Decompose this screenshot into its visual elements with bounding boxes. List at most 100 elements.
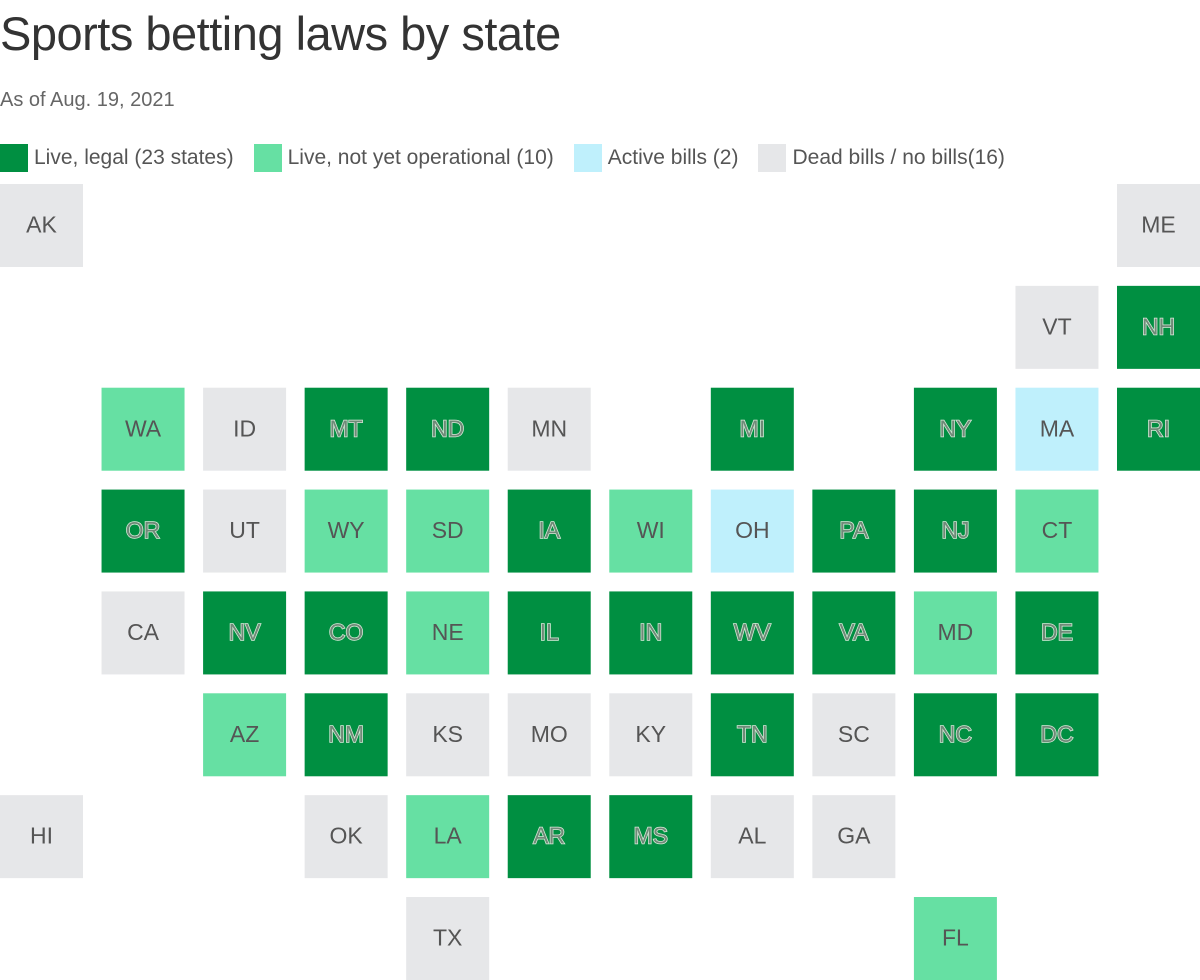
state-label: MT <box>330 415 363 441</box>
state-label: AL <box>738 823 766 849</box>
legend-swatch <box>758 144 787 172</box>
state-label: ND <box>431 415 464 441</box>
state-label: MO <box>531 721 568 747</box>
legend-label: Active bills (2) <box>607 146 739 169</box>
state-tile <box>406 897 490 980</box>
state-tile <box>812 693 896 777</box>
state-label: AZ <box>230 721 259 747</box>
state-tile <box>913 897 997 980</box>
state-label: PA <box>839 517 869 543</box>
state-tile <box>304 795 388 879</box>
state-tile <box>304 591 388 675</box>
state-tile <box>812 795 896 879</box>
subtitle: As of Aug. 19, 2021 <box>0 89 175 111</box>
state-label: DE <box>1041 619 1073 645</box>
state-label: GA <box>837 823 871 849</box>
legend-item: Live, legal (23 states) <box>0 144 234 172</box>
state-tile <box>406 387 490 471</box>
state-tile <box>609 795 693 879</box>
legend-label: Live, not yet operational (10) <box>287 146 554 169</box>
state-label: MS <box>634 823 669 849</box>
state-label: FL <box>942 925 969 951</box>
state-tile <box>710 387 794 471</box>
state-tile <box>406 591 490 675</box>
state-label: KY <box>635 721 666 747</box>
state-tile <box>710 591 794 675</box>
state-tile <box>101 489 185 573</box>
state-tile <box>304 489 388 573</box>
state-label: CO <box>329 619 364 645</box>
legend-swatch <box>573 144 602 172</box>
state-tile <box>507 591 591 675</box>
state-tile <box>101 387 185 471</box>
state-label: WI <box>637 517 665 543</box>
state-tile <box>0 795 83 879</box>
state-label: NY <box>939 415 971 441</box>
state-label: MA <box>1040 415 1075 441</box>
state-tile <box>710 795 794 879</box>
state-tile <box>1015 387 1099 471</box>
state-tile <box>1117 387 1200 471</box>
state-tile <box>710 489 794 573</box>
state-tile <box>406 489 490 573</box>
state-label: NJ <box>941 517 969 543</box>
state-label: LA <box>434 823 463 849</box>
state-tile <box>609 489 693 573</box>
state-label: HI <box>30 823 53 849</box>
state-tile <box>1015 693 1099 777</box>
state-label: WV <box>734 619 772 645</box>
legend-swatch <box>253 144 282 172</box>
state-tile <box>203 591 287 675</box>
state-tile <box>304 387 388 471</box>
state-tile <box>1117 184 1200 267</box>
state-label: NM <box>328 721 364 747</box>
state-label: NC <box>939 721 972 747</box>
legend-label: Live, legal (23 states) <box>34 146 234 169</box>
state-label: IL <box>540 619 559 645</box>
state-label: OK <box>330 823 364 849</box>
state-tile <box>1117 285 1200 369</box>
state-label: RI <box>1147 415 1170 441</box>
state-tile <box>812 489 896 573</box>
legend-item: Active bills (2) <box>573 144 739 172</box>
state-label: ME <box>1141 212 1176 238</box>
state-tile <box>609 591 693 675</box>
state-label: NH <box>1142 313 1175 339</box>
legend-label: Dead bills / no bills(16) <box>792 146 1005 169</box>
state-label: NV <box>229 619 262 645</box>
state-label: KS <box>432 721 463 747</box>
state-tile <box>812 591 896 675</box>
state-tile <box>0 184 83 267</box>
legend-item: Live, not yet operational (10) <box>253 144 554 172</box>
state-label: MI <box>740 415 766 441</box>
state-tile <box>507 387 591 471</box>
state-tile <box>913 693 997 777</box>
state-label: CA <box>127 619 160 645</box>
legend-swatch <box>0 144 28 172</box>
state-tile <box>203 693 287 777</box>
state-tile <box>507 489 591 573</box>
state-tile <box>1015 489 1099 573</box>
state-label: WY <box>328 517 365 543</box>
state-tile <box>304 693 388 777</box>
state-label: VA <box>839 619 869 645</box>
state-label: SD <box>432 517 464 543</box>
state-tile <box>406 693 490 777</box>
state-label: IA <box>538 517 560 543</box>
state-tile <box>203 387 287 471</box>
state-label: TX <box>433 925 462 951</box>
state-tile <box>1015 285 1099 369</box>
state-label: OH <box>735 517 770 543</box>
state-tile <box>913 489 997 573</box>
state-label: OR <box>126 517 161 543</box>
state-label: WA <box>125 415 162 441</box>
state-label: AK <box>26 212 57 238</box>
legend-item: Dead bills / no bills(16) <box>758 144 1005 172</box>
state-tile <box>406 795 490 879</box>
state-label: SC <box>838 721 870 747</box>
state-label: MD <box>938 619 974 645</box>
state-label: ID <box>233 415 256 441</box>
state-tile <box>913 591 997 675</box>
